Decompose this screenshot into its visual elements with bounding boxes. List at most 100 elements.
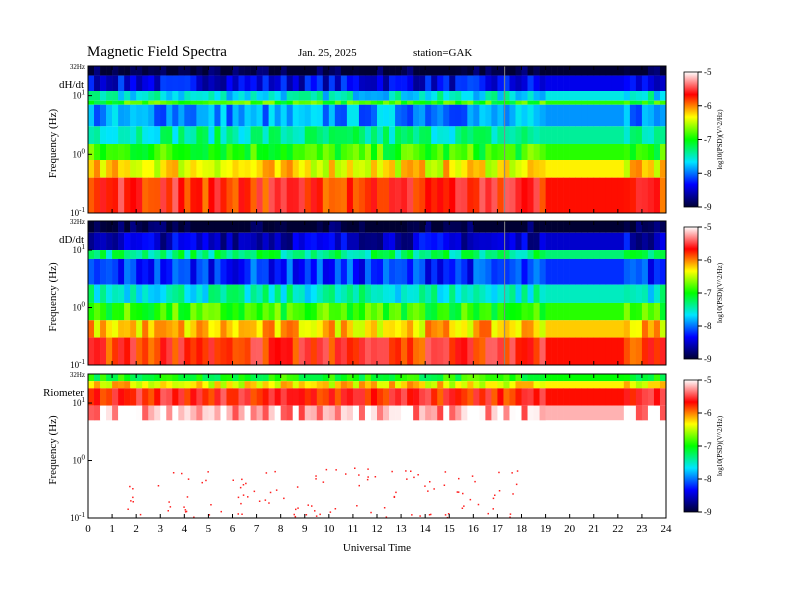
spectrum-cell <box>659 177 667 213</box>
spectrum-cell <box>629 337 637 365</box>
x-tick-label: 14 <box>420 523 432 535</box>
spectrum-cell <box>473 302 480 321</box>
spectrum-cell <box>316 91 324 101</box>
spectrum-cell <box>407 104 414 127</box>
spectrum-cell <box>395 143 402 161</box>
spectrum-cell <box>599 126 607 144</box>
spectrum-cell <box>130 232 137 251</box>
spectrum-cell <box>196 104 203 127</box>
spectrum-cell <box>316 302 324 321</box>
spectrum-cell <box>208 337 215 365</box>
spectrum-cell <box>142 126 149 144</box>
spectrum-cell <box>172 232 179 251</box>
spectrum-cell <box>316 126 324 144</box>
spectrum-cell <box>461 284 468 303</box>
spectrum-cell <box>575 232 583 251</box>
spectrum-cell <box>286 126 294 144</box>
spectrum-speck <box>130 500 132 502</box>
spectrum-cell <box>515 104 522 127</box>
spectrum-cell <box>563 232 570 251</box>
spectrum-cell <box>533 75 540 91</box>
spectrum-speck <box>511 472 513 474</box>
spectrum-cell <box>605 284 613 303</box>
spectrum-cell <box>419 75 426 91</box>
spectrum-cell <box>503 337 510 365</box>
x-tick-label: 9 <box>302 523 308 535</box>
spectrum-cell <box>352 337 360 365</box>
spectrum-cell <box>124 374 131 382</box>
spectrum-speck <box>274 470 276 473</box>
spectrum-cell <box>166 91 173 101</box>
spectrum-cell <box>280 405 287 421</box>
spectrum-cell <box>401 126 408 144</box>
spectrum-cell <box>328 302 336 321</box>
spectrum-cell <box>352 258 360 285</box>
spectrum-cell <box>515 388 522 406</box>
spectrum-cell <box>509 104 516 127</box>
spectrum-cell <box>274 232 281 251</box>
spectrum-cell <box>292 405 300 421</box>
spectrum-cell <box>503 374 510 382</box>
spectrum-cell <box>208 381 215 389</box>
spectrum-cell <box>497 232 504 251</box>
spectrum-speck <box>184 509 187 511</box>
spectrum-cell <box>383 381 390 389</box>
spectrum-cell <box>545 91 552 101</box>
spectrum-cell <box>641 320 649 338</box>
spectrum-cell <box>154 66 161 76</box>
spectrum-cell <box>377 320 384 338</box>
spectrum-cell <box>292 374 300 382</box>
spectrum-cell <box>437 302 444 321</box>
spectrum-cell <box>659 160 667 178</box>
spectrum-cell <box>298 250 306 259</box>
spectrum-cell <box>106 75 113 91</box>
spectrum-cell <box>220 66 227 76</box>
spectrum-cell <box>413 143 420 161</box>
spectrum-cell <box>515 250 522 259</box>
spectrum-cell <box>202 100 209 105</box>
spectrum-cell <box>443 250 450 259</box>
spectrum-cell <box>383 221 390 233</box>
spectrum-cell <box>232 302 239 321</box>
spectrum-cell <box>629 143 637 161</box>
spectrum-cell <box>407 388 414 406</box>
spectrum-cell <box>340 104 348 127</box>
spectrum-cell <box>425 320 432 338</box>
spectrum-cell <box>527 381 534 389</box>
spectrum-cell <box>142 320 149 338</box>
spectrum-cell <box>226 177 233 213</box>
spectrum-cell <box>443 143 450 161</box>
spectrum-speck <box>512 493 514 495</box>
spectrum-cell <box>88 405 95 421</box>
spectrum-cell <box>310 337 318 365</box>
spectrum-cell <box>292 250 300 259</box>
spectrum-cell <box>545 66 552 76</box>
spectrum-cell <box>515 405 522 421</box>
spectrum-cell <box>545 420 552 518</box>
spectrum-cell <box>587 160 595 178</box>
spectrum-cell <box>563 284 570 303</box>
spectrum-cell <box>407 66 414 76</box>
spectrum-cell <box>136 100 143 105</box>
spectrum-cell <box>617 284 625 303</box>
spectrum-cell <box>581 91 589 101</box>
spectrum-cell <box>557 75 564 91</box>
spectrum-speck <box>311 505 313 507</box>
spectrum-cell <box>328 232 336 251</box>
spectrum-cell <box>334 381 342 389</box>
spectrum-cell <box>100 250 107 259</box>
spectrum-speck <box>374 476 377 478</box>
spectrum-cell <box>593 302 601 321</box>
spectrum-cell <box>316 388 324 406</box>
spectrum-cell <box>286 232 294 251</box>
spectrum-cell <box>425 284 432 303</box>
spectrum-cell <box>310 126 318 144</box>
spectrum-cell <box>280 374 287 382</box>
spectrum-cell <box>491 75 498 91</box>
spectrum-cell <box>184 284 191 303</box>
spectrum-cell <box>509 221 516 233</box>
spectrum-cell <box>395 381 402 389</box>
spectrum-cell <box>106 320 113 338</box>
